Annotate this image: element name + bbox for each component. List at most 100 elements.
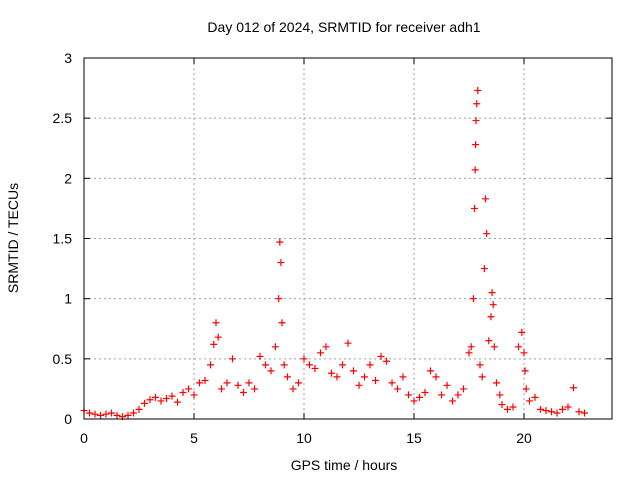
data-point bbox=[487, 313, 495, 321]
data-point bbox=[493, 379, 500, 387]
data-point bbox=[498, 401, 506, 409]
data-point bbox=[432, 373, 440, 381]
data-point bbox=[469, 295, 477, 303]
data-point bbox=[276, 238, 284, 246]
data-point bbox=[174, 398, 181, 406]
data-point bbox=[214, 333, 222, 341]
data-point bbox=[130, 409, 137, 417]
data-point bbox=[372, 376, 379, 384]
data-point bbox=[521, 367, 529, 375]
data-point bbox=[300, 355, 308, 363]
data-point bbox=[515, 343, 522, 351]
data-point bbox=[102, 410, 110, 418]
data-point bbox=[509, 403, 517, 411]
data-point bbox=[229, 355, 236, 363]
data-point bbox=[108, 409, 115, 417]
data-point bbox=[179, 389, 187, 397]
data-point bbox=[256, 352, 264, 360]
data-point bbox=[522, 385, 530, 393]
data-point bbox=[489, 301, 497, 309]
data-point bbox=[480, 265, 488, 273]
data-point bbox=[251, 385, 258, 393]
data-point bbox=[135, 405, 143, 413]
chart-title: Day 012 of 2024, SRMTID for receiver adh… bbox=[207, 19, 480, 35]
data-point bbox=[399, 373, 407, 381]
data-point bbox=[531, 393, 539, 401]
data-point bbox=[278, 319, 286, 327]
data-point bbox=[410, 397, 418, 405]
data-point bbox=[207, 361, 214, 369]
x-tick-label: 5 bbox=[190, 430, 198, 446]
data-point bbox=[438, 391, 445, 399]
data-point bbox=[240, 389, 247, 397]
data-point bbox=[575, 408, 583, 416]
x-tick-label: 10 bbox=[296, 430, 312, 446]
data-point bbox=[581, 409, 588, 417]
data-point bbox=[476, 361, 484, 369]
data-point bbox=[488, 289, 496, 297]
data-point bbox=[295, 379, 302, 387]
data-point bbox=[542, 407, 550, 415]
data-point bbox=[460, 385, 467, 393]
data-point bbox=[124, 411, 132, 419]
data-point bbox=[478, 373, 486, 381]
data-point bbox=[537, 405, 544, 413]
data-point bbox=[564, 403, 572, 411]
data-point bbox=[496, 391, 504, 399]
data-point bbox=[275, 295, 283, 303]
data-point bbox=[472, 141, 480, 149]
data-point bbox=[280, 361, 288, 369]
data-point bbox=[361, 373, 368, 381]
data-point bbox=[113, 411, 121, 419]
grid bbox=[84, 58, 612, 419]
data-point bbox=[271, 343, 279, 351]
data-point bbox=[339, 361, 346, 369]
y-tick-label: 0 bbox=[64, 411, 72, 427]
y-axis-label: SRMTID / TECUs bbox=[5, 183, 21, 293]
data-point bbox=[344, 339, 352, 347]
data-point bbox=[472, 117, 480, 125]
data-point bbox=[328, 369, 335, 377]
data-point bbox=[333, 373, 341, 381]
data-point bbox=[377, 352, 385, 360]
data-point bbox=[317, 349, 324, 357]
axis-ticks: 0 0.5 1 1.5 2 2.5 3 0 5 10 15 20 bbox=[53, 50, 612, 446]
data-point bbox=[405, 391, 412, 399]
data-point bbox=[526, 397, 533, 405]
data-point bbox=[322, 343, 330, 351]
y-tick-label: 2.5 bbox=[53, 110, 73, 126]
data-point bbox=[449, 397, 456, 405]
data-point bbox=[86, 409, 93, 417]
data-point bbox=[471, 166, 479, 174]
data-point bbox=[421, 389, 429, 397]
x-axis-label: GPS time / hours bbox=[291, 457, 398, 473]
data-point bbox=[482, 195, 489, 203]
x-tick-label: 0 bbox=[80, 430, 88, 446]
data-point bbox=[157, 397, 165, 405]
data-point bbox=[394, 385, 401, 393]
data-point bbox=[267, 367, 275, 375]
data-point bbox=[97, 411, 104, 419]
y-tick-label: 1.5 bbox=[53, 231, 73, 247]
data-point bbox=[490, 343, 498, 351]
data-point bbox=[465, 349, 473, 357]
data-point bbox=[383, 357, 390, 365]
y-tick-label: 3 bbox=[64, 50, 72, 66]
data-point bbox=[518, 328, 526, 336]
y-tick-label: 2 bbox=[64, 170, 72, 186]
data-point bbox=[146, 396, 154, 404]
data-point bbox=[284, 373, 291, 381]
x-tick-label: 15 bbox=[406, 430, 422, 446]
plot-frame bbox=[83, 57, 613, 420]
data-point bbox=[467, 343, 475, 351]
data-point bbox=[559, 405, 566, 413]
data-point bbox=[185, 385, 192, 393]
data-point bbox=[553, 409, 561, 417]
data-point bbox=[277, 259, 285, 267]
data-point bbox=[443, 381, 451, 389]
y-tick-label: 1 bbox=[64, 291, 72, 307]
data-point bbox=[570, 384, 577, 392]
data-point bbox=[355, 381, 363, 389]
data-point bbox=[485, 337, 493, 345]
data-point bbox=[311, 364, 319, 372]
